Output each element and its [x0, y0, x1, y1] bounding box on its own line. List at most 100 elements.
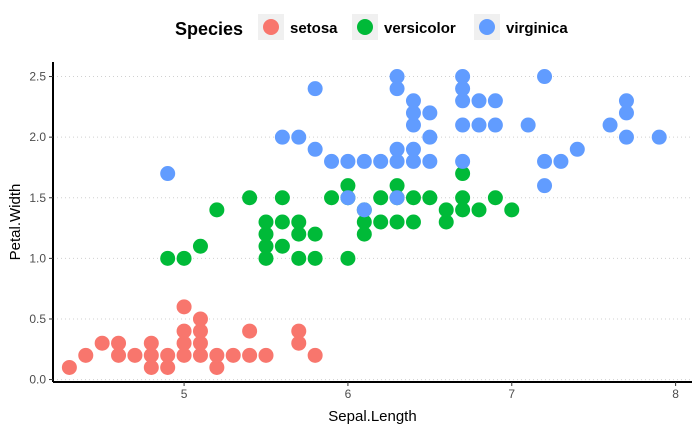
point-setosa: [192, 347, 208, 363]
legend-label-virginica: virginica: [506, 20, 568, 37]
x-tick-label: 6: [345, 387, 352, 401]
point-versicolor: [438, 202, 454, 218]
point-virginica: [618, 105, 634, 121]
legend-label-versicolor: versicolor: [384, 20, 456, 37]
point-virginica: [307, 81, 323, 97]
axes: 5 6 7 8 0.0 0.5 1.0 1.5 2.0 2.5: [29, 62, 692, 401]
point-setosa: [291, 335, 307, 351]
point-setosa: [307, 347, 323, 363]
point-virginica: [455, 93, 471, 109]
point-versicolor: [487, 190, 503, 206]
point-setosa: [192, 323, 208, 339]
point-setosa: [242, 323, 258, 339]
point-virginica: [487, 93, 503, 109]
point-virginica: [455, 69, 471, 85]
point-virginica: [405, 117, 421, 133]
point-versicolor: [291, 214, 307, 230]
y-tick-label: 1.5: [29, 191, 46, 205]
point-versicolor: [274, 214, 290, 230]
point-virginica: [553, 153, 569, 169]
point-virginica: [389, 141, 405, 157]
point-versicolor: [373, 214, 389, 230]
point-virginica: [160, 166, 176, 182]
legend-title: Species: [175, 19, 243, 39]
y-tick-label: 2.0: [29, 130, 46, 144]
point-setosa: [176, 323, 192, 339]
point-versicolor: [340, 178, 356, 194]
point-setosa: [242, 347, 258, 363]
point-versicolor: [176, 250, 192, 266]
legend: Species setosa versicolor virginica: [175, 14, 568, 40]
data-points: [61, 69, 667, 375]
point-virginica: [471, 93, 487, 109]
point-virginica: [422, 153, 438, 169]
point-versicolor: [455, 166, 471, 182]
point-versicolor: [356, 214, 372, 230]
point-virginica: [356, 153, 372, 169]
point-setosa: [94, 335, 110, 351]
point-virginica: [618, 129, 634, 145]
legend-key-virginica: [479, 19, 495, 35]
point-versicolor: [258, 238, 274, 254]
point-versicolor: [438, 214, 454, 230]
legend-key-versicolor: [357, 19, 373, 35]
point-virginica: [405, 105, 421, 121]
point-virginica: [569, 141, 585, 157]
point-versicolor: [340, 250, 356, 266]
point-virginica: [274, 129, 290, 145]
point-setosa: [78, 347, 94, 363]
point-versicolor: [324, 190, 340, 206]
point-virginica: [389, 153, 405, 169]
point-versicolor: [405, 190, 421, 206]
point-versicolor: [356, 226, 372, 242]
point-virginica: [422, 129, 438, 145]
point-versicolor: [471, 202, 487, 218]
point-versicolor: [258, 250, 274, 266]
point-virginica: [373, 153, 389, 169]
point-setosa: [291, 323, 307, 339]
point-virginica: [340, 190, 356, 206]
point-setosa: [160, 359, 176, 375]
x-axis-title: Sepal.Length: [328, 408, 416, 425]
point-versicolor: [160, 250, 176, 266]
point-virginica: [389, 190, 405, 206]
y-tick-label: 2.5: [29, 70, 46, 84]
point-setosa: [225, 347, 241, 363]
point-virginica: [651, 129, 667, 145]
point-virginica: [405, 93, 421, 109]
point-versicolor: [192, 238, 208, 254]
point-versicolor: [258, 214, 274, 230]
point-virginica: [487, 117, 503, 133]
point-versicolor: [504, 202, 520, 218]
legend-label-setosa: setosa: [290, 20, 338, 37]
point-virginica: [291, 129, 307, 145]
point-versicolor: [455, 202, 471, 218]
point-virginica: [389, 69, 405, 85]
point-setosa: [258, 347, 274, 363]
point-virginica: [389, 81, 405, 97]
point-virginica: [324, 153, 340, 169]
point-versicolor: [242, 190, 258, 206]
point-virginica: [455, 81, 471, 97]
point-setosa: [160, 347, 176, 363]
point-virginica: [602, 117, 618, 133]
point-virginica: [618, 93, 634, 109]
point-setosa: [111, 335, 127, 351]
point-setosa: [127, 347, 143, 363]
gridlines: [53, 76, 692, 381]
y-axis-title: Petal.Width: [7, 184, 24, 261]
x-tick-label: 5: [181, 387, 188, 401]
point-setosa: [143, 359, 159, 375]
point-virginica: [356, 202, 372, 218]
point-virginica: [537, 153, 553, 169]
point-versicolor: [307, 250, 323, 266]
point-versicolor: [258, 226, 274, 242]
point-virginica: [537, 178, 553, 194]
point-setosa: [209, 347, 225, 363]
x-tick-label: 7: [508, 387, 515, 401]
point-virginica: [471, 117, 487, 133]
point-virginica: [405, 141, 421, 157]
point-setosa: [176, 335, 192, 351]
point-versicolor: [274, 190, 290, 206]
